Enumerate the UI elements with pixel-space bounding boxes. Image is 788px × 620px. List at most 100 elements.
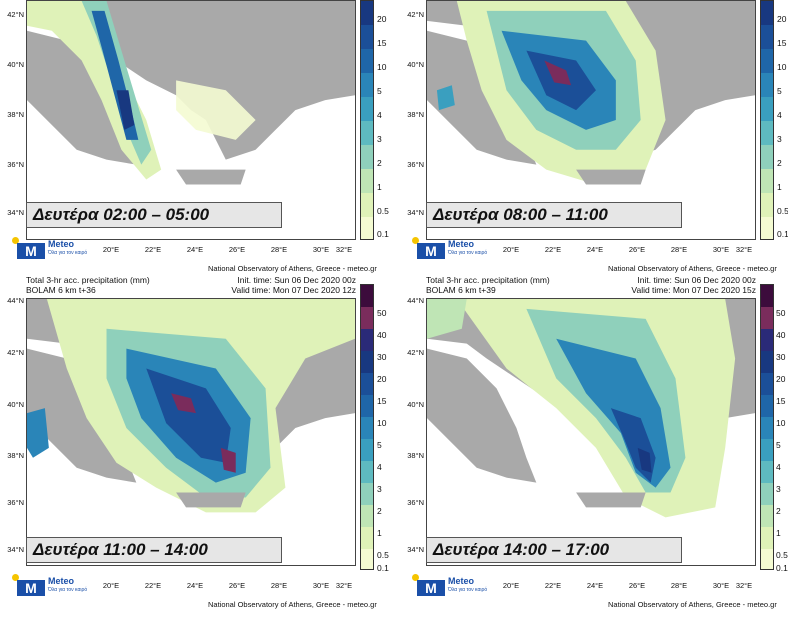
colorbar-label: 5 bbox=[377, 86, 382, 96]
colorbar-label: 0.1 bbox=[777, 229, 788, 239]
lat-label: 38°N bbox=[7, 110, 24, 119]
lon-label: 32°E bbox=[735, 245, 753, 254]
day-time-label: Δευτέρα 14:00 – 17:00 bbox=[426, 537, 682, 563]
init-time: Init. time: Sun 06 Dec 2020 00z bbox=[237, 275, 356, 285]
lon-label: 28°E bbox=[670, 581, 688, 590]
lon-label: 26°E bbox=[628, 581, 646, 590]
meteo-m-icon: M bbox=[17, 243, 45, 259]
colorbar-label: 20 bbox=[377, 374, 387, 384]
colorbar-label: 0.5 bbox=[777, 206, 788, 216]
lon-label: 30°E bbox=[312, 245, 330, 254]
meteo-logo: M Meteo Όλα για τον καιρό bbox=[412, 237, 492, 263]
lon-label: 30°E bbox=[312, 581, 330, 590]
day-time-label: Δευτέρα 02:00 – 05:00 bbox=[26, 202, 282, 228]
colorbar-label: 3 bbox=[377, 484, 382, 494]
colorbar-label: 0.5 bbox=[377, 550, 389, 560]
lat-label: 40°N bbox=[407, 400, 424, 409]
lat-label: 36°N bbox=[407, 160, 424, 169]
lat-label: 34°N bbox=[407, 545, 424, 554]
lat-label: 34°N bbox=[7, 545, 24, 554]
lat-label: 36°N bbox=[7, 160, 24, 169]
panel-header: Total 3-hr acc. precipitation (mm) BOLAM… bbox=[26, 275, 356, 301]
valid-time: Valid time: Mon 07 Dec 2020 15z bbox=[631, 285, 756, 295]
panel-model: BOLAM 6 km t+36 bbox=[26, 285, 96, 295]
credit-text: National Observatory of Athens, Greece -… bbox=[608, 264, 777, 273]
lon-label: 22°E bbox=[144, 581, 162, 590]
forecast-panel-1: 42°N 40°N 38°N 36°N 34°N 20°E 22°E 24°E … bbox=[400, 0, 788, 310]
colorbar-0 bbox=[360, 0, 374, 240]
lat-label: 42°N bbox=[407, 10, 424, 19]
lon-label: 30°E bbox=[712, 581, 730, 590]
lon-label: 28°E bbox=[270, 245, 288, 254]
colorbar-label: 50 bbox=[377, 308, 387, 318]
panel-model: BOLAM 6 km t+39 bbox=[426, 285, 496, 295]
colorbar-label: 1 bbox=[777, 182, 782, 192]
colorbar-label: 20 bbox=[377, 14, 387, 24]
colorbar-label: 1 bbox=[776, 528, 781, 538]
colorbar-label: 0.5 bbox=[776, 550, 788, 560]
lat-label: 40°N bbox=[7, 60, 24, 69]
colorbar-label: 0.1 bbox=[377, 563, 389, 573]
lat-label: 38°N bbox=[407, 110, 424, 119]
colorbar-label: 10 bbox=[776, 418, 786, 428]
init-time: Init. time: Sun 06 Dec 2020 00z bbox=[637, 275, 756, 285]
lon-label: 20°E bbox=[102, 581, 120, 590]
lat-label: 34°N bbox=[407, 208, 424, 217]
valid-time: Valid time: Mon 07 Dec 2020 12z bbox=[231, 285, 356, 295]
lon-label: 32°E bbox=[335, 581, 353, 590]
colorbar-label: 4 bbox=[377, 462, 382, 472]
colorbar-label: 2 bbox=[777, 158, 782, 168]
colorbar-label: 0.5 bbox=[377, 206, 389, 216]
lon-label: 24°E bbox=[186, 245, 204, 254]
lon-label: 20°E bbox=[102, 245, 120, 254]
colorbar-label: 10 bbox=[377, 418, 387, 428]
lon-label: 26°E bbox=[228, 245, 246, 254]
lon-label: 24°E bbox=[586, 581, 604, 590]
lat-label: 44°N bbox=[7, 296, 24, 305]
lat-label: 38°N bbox=[7, 451, 24, 460]
forecast-panel-3: Total 3-hr acc. precipitation (mm) BOLAM… bbox=[400, 272, 788, 620]
colorbar-label: 50 bbox=[776, 308, 786, 318]
meteo-logo: M Meteo Όλα για τον καιρό bbox=[12, 237, 92, 263]
colorbar-label: 5 bbox=[776, 440, 781, 450]
colorbar-2 bbox=[360, 284, 374, 570]
forecast-panel-2: Total 3-hr acc. precipitation (mm) BOLAM… bbox=[0, 272, 394, 620]
lat-label: 42°N bbox=[407, 348, 424, 357]
colorbar-1 bbox=[760, 0, 774, 240]
colorbar-label: 5 bbox=[777, 86, 782, 96]
colorbar-label: 15 bbox=[377, 38, 387, 48]
lon-label: 28°E bbox=[670, 245, 688, 254]
precip-map-0 bbox=[26, 0, 356, 240]
lon-label: 26°E bbox=[628, 245, 646, 254]
colorbar-3 bbox=[760, 284, 774, 570]
colorbar-label: 3 bbox=[776, 484, 781, 494]
lon-label: 20°E bbox=[502, 245, 520, 254]
colorbar-label: 3 bbox=[777, 134, 782, 144]
meteo-m-icon: M bbox=[17, 580, 45, 596]
colorbar-label: 15 bbox=[776, 396, 786, 406]
lat-label: 40°N bbox=[7, 400, 24, 409]
panel-header: Total 3-hr acc. precipitation (mm) BOLAM… bbox=[426, 275, 756, 301]
colorbar-label: 40 bbox=[377, 330, 387, 340]
colorbar-label: 2 bbox=[377, 158, 382, 168]
day-time-label: Δευτέρα 08:00 – 11:00 bbox=[426, 202, 682, 228]
colorbar-label: 4 bbox=[777, 110, 782, 120]
colorbar-label: 5 bbox=[377, 440, 382, 450]
panel-title: Total 3-hr acc. precipitation (mm) bbox=[26, 275, 150, 285]
lon-label: 24°E bbox=[586, 245, 604, 254]
colorbar-label: 3 bbox=[377, 134, 382, 144]
panel-title: Total 3-hr acc. precipitation (mm) bbox=[426, 275, 550, 285]
lon-label: 22°E bbox=[544, 245, 562, 254]
colorbar-label: 30 bbox=[776, 352, 786, 362]
credit-text: National Observatory of Athens, Greece -… bbox=[608, 600, 777, 609]
credit-text: National Observatory of Athens, Greece -… bbox=[208, 600, 377, 609]
colorbar-label: 40 bbox=[776, 330, 786, 340]
forecast-panel-0: 42°N 40°N 38°N 36°N 34°N 20°E 22°E 24°E … bbox=[0, 0, 394, 310]
colorbar-label: 20 bbox=[776, 374, 786, 384]
colorbar-label: 0.1 bbox=[776, 563, 788, 573]
lon-label: 22°E bbox=[544, 581, 562, 590]
colorbar-label: 1 bbox=[377, 182, 382, 192]
lat-label: 42°N bbox=[7, 10, 24, 19]
lat-label: 44°N bbox=[407, 296, 424, 305]
lon-label: 32°E bbox=[335, 245, 353, 254]
